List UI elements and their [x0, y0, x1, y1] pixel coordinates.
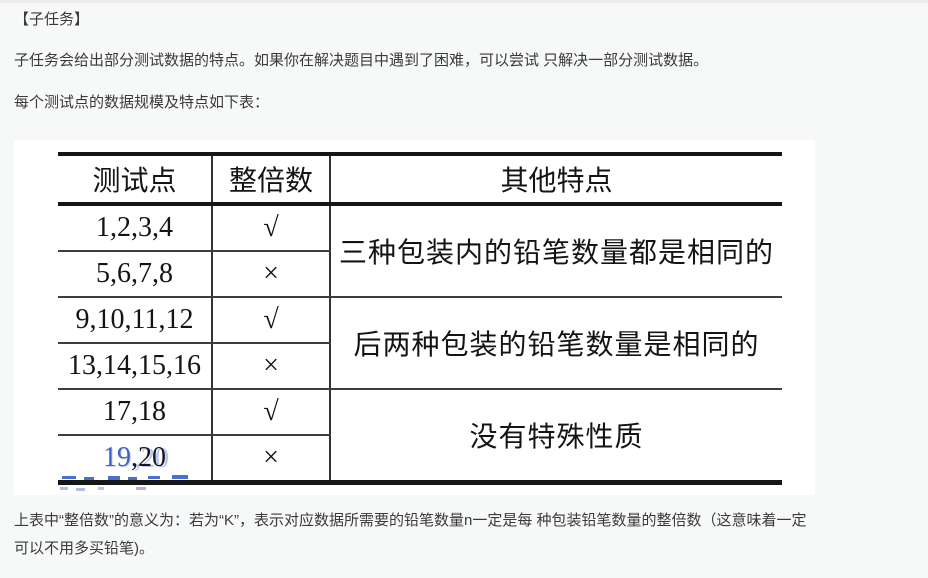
test-points-cell: 13,14,15,16: [58, 343, 213, 390]
blue-scan-artifact: [98, 487, 104, 490]
table-row: 13,14,15,16 ×: [58, 343, 782, 390]
cross-mark: ×: [212, 343, 331, 390]
blue-scan-artifact: [60, 487, 68, 490]
section-heading: 【子任务】: [14, 11, 90, 28]
table-header-row: 测试点 整倍数 其他特点: [58, 154, 782, 206]
paragraph-table-lead-in: 每个测试点的数据规模及特点如下表：: [14, 94, 270, 111]
blue-scan-artifact: [62, 476, 76, 479]
test-points-cell: 19,20: [58, 435, 213, 483]
check-mark: √: [212, 389, 331, 436]
table-row: 5,6,7,8 ×: [58, 251, 782, 298]
footnote-integer-multiple-explanation: 上表中“整倍数”的意义为：若为“K”，表示对应数据所需要的铅笔数量n一定是每 种…: [14, 512, 807, 557]
cross-mark: ×: [212, 435, 331, 483]
test-points-cell: 9,10,11,12: [58, 297, 213, 344]
blue-scan-artifact: [76, 488, 85, 491]
header-integer-multiple: 整倍数: [212, 154, 331, 206]
test-points-rest-fragment: ,20: [131, 442, 166, 473]
check-mark: √: [212, 204, 331, 252]
table-row: 9,10,11,12 √ 后两种包装的铅笔数量是相同的: [58, 297, 782, 390]
blue-scan-artifact: [84, 477, 94, 480]
table-row: 17,18 √ 没有特殊性质: [58, 389, 782, 453]
test-points-cell: 1,2,3,4: [58, 204, 213, 252]
blue-scan-artifact: [172, 475, 188, 479]
feature-cell: 后两种包装的铅笔数量是相同的: [330, 297, 782, 390]
blue-scan-artifact: [128, 477, 137, 480]
header-test-points: 测试点: [58, 154, 213, 206]
check-mark: √: [212, 297, 331, 344]
blue-scan-artifact: [108, 476, 120, 480]
blue-scan-artifact: [148, 476, 160, 479]
blue-scan-artifact: [136, 487, 146, 490]
cross-mark: ×: [212, 251, 331, 298]
feature-cell: 三种包装内的铅笔数量都是相同的: [330, 204, 782, 298]
scanned-table-image: 测试点 整倍数 其他特点 1,2,3,4 √ 三种包装内的铅笔数量都是相同的 5…: [14, 140, 815, 495]
header-other-features: 其他特点: [330, 154, 782, 206]
paragraph-subtask-intro: 子任务会给出部分测试数据的特点。如果你在解决题目中遇到了困难，可以尝试 只解决一…: [14, 52, 709, 69]
table-row: 1,2,3,4 √ 三种包装内的铅笔数量都是相同的: [58, 204, 782, 298]
test-points-blue-fragment: 19: [103, 442, 131, 473]
page-top-edge: [0, 0, 928, 3]
feature-cell: 没有特殊性质: [469, 422, 644, 453]
table-row: 19,20 ×: [58, 435, 782, 483]
test-points-cell: 5,6,7,8: [58, 251, 213, 298]
test-points-cell: 17,18: [58, 389, 213, 436]
testcase-table: 测试点 整倍数 其他特点 1,2,3,4 √ 三种包装内的铅笔数量都是相同的 5…: [58, 152, 782, 485]
